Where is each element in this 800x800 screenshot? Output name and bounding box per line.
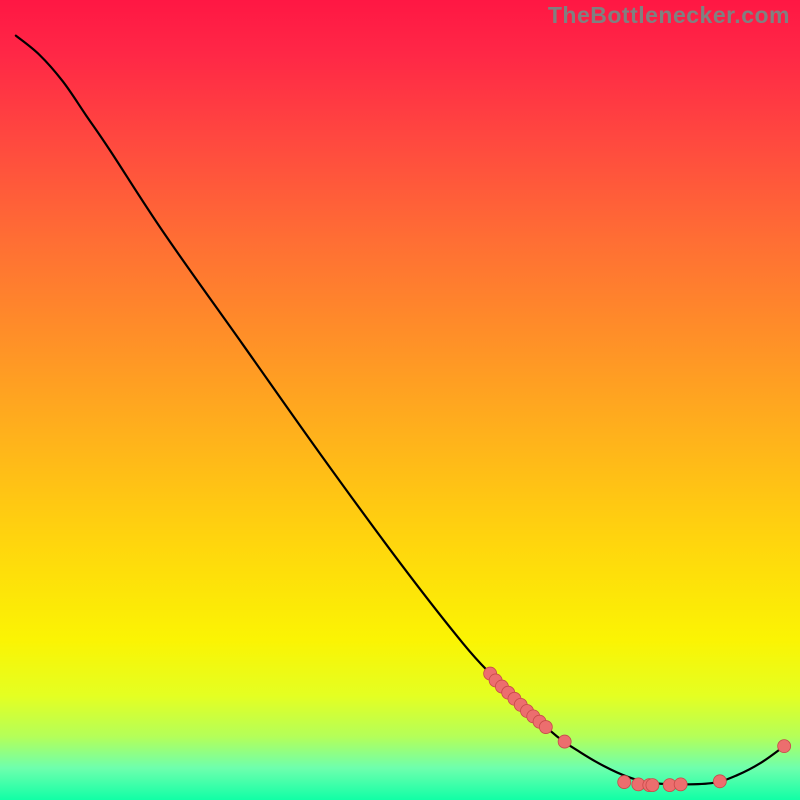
data-marker xyxy=(618,776,631,789)
data-marker xyxy=(558,735,571,748)
curve-line xyxy=(16,36,784,785)
data-marker xyxy=(713,775,726,788)
data-marker xyxy=(539,721,552,734)
data-marker xyxy=(674,778,687,791)
chart-root: TheBottlenecker.com xyxy=(0,0,800,800)
data-overlay xyxy=(0,0,800,800)
data-marker xyxy=(778,740,791,753)
data-marker xyxy=(646,779,659,792)
